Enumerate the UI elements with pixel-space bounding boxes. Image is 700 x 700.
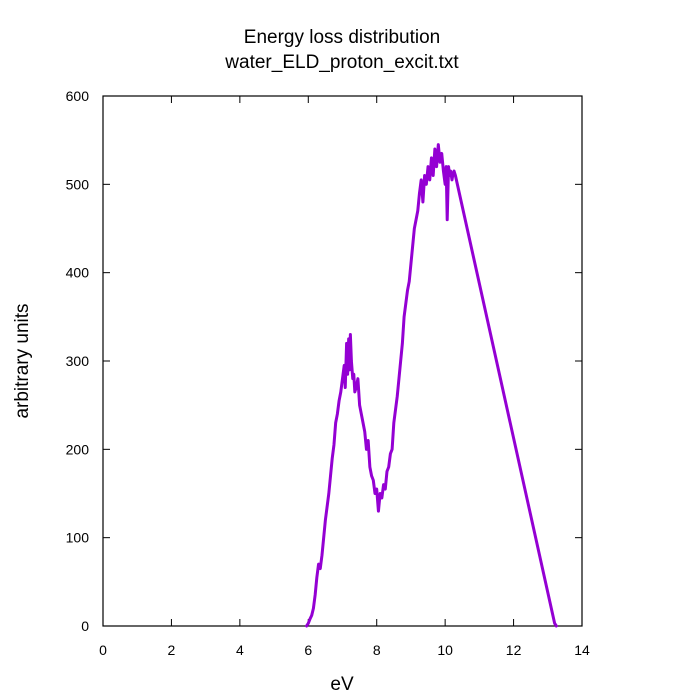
chart-subtitle: water_ELD_proton_excit.txt [224,52,459,73]
y-tick-label: 200 [66,441,90,457]
x-tick-label: 2 [168,642,176,658]
chart-title: Energy loss distribution [244,27,440,48]
y-tick-label: 600 [66,88,90,104]
y-tick-label: 100 [66,530,90,546]
x-axis-label: eV [330,674,354,695]
x-tick-label: 14 [574,642,590,658]
x-tick-label: 4 [236,642,244,658]
x-tick-label: 8 [373,642,381,658]
y-tick-label: 0 [81,618,89,634]
x-tick-label: 6 [304,642,312,658]
y-tick-label: 500 [66,176,90,192]
series-line-0 [305,143,558,628]
y-tick-label: 400 [66,265,90,281]
plot-area: 0 2 4 6 8 10 12 14 0 100 200 300 400 500 600 [66,88,590,658]
x-tick-label: 10 [437,642,453,658]
y-tick-label: 300 [66,353,90,369]
x-tick-label: 12 [506,642,522,658]
y-axis-label: arbitrary units [12,303,33,418]
x-tick-label: 0 [99,642,107,658]
